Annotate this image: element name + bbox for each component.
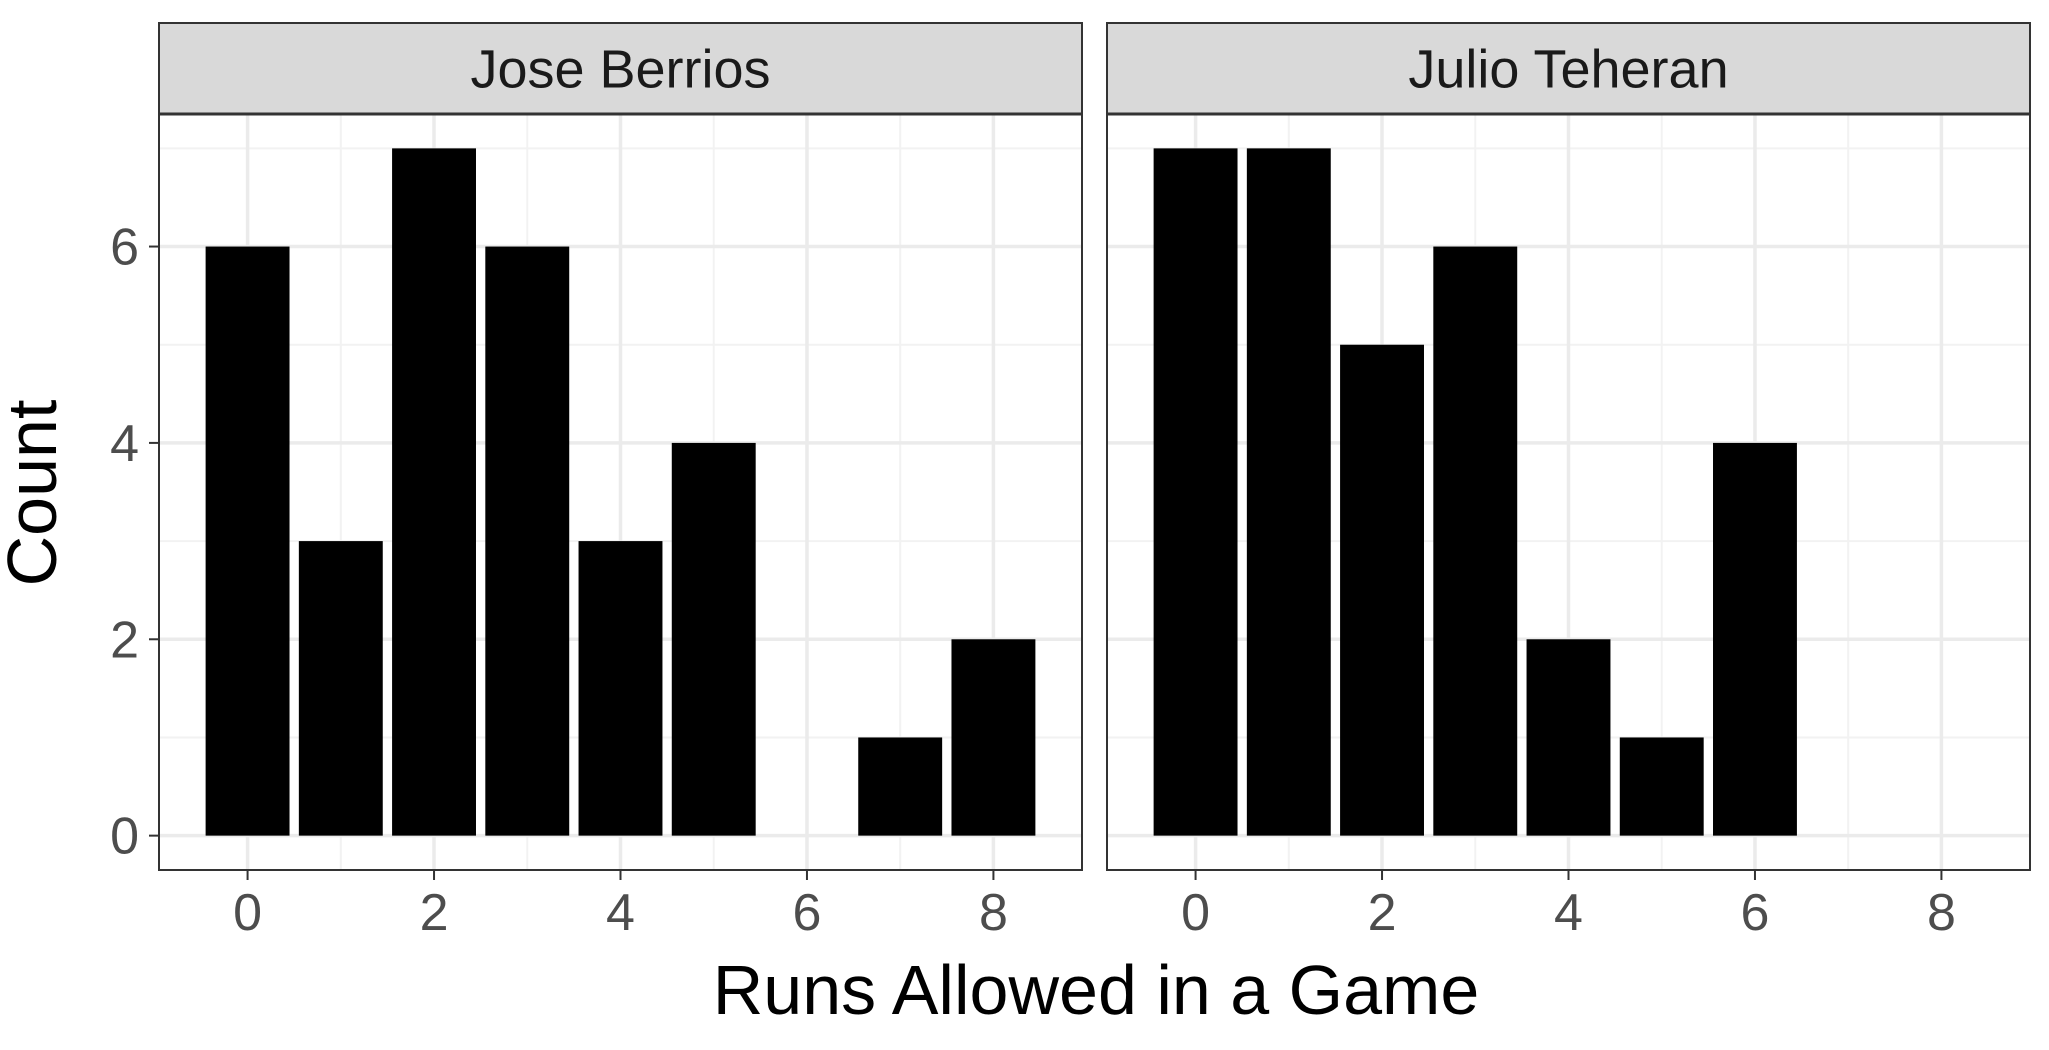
bar: [1433, 246, 1518, 836]
bar: [1153, 148, 1238, 836]
x-tick-label: 2: [420, 884, 449, 942]
x-tick-label: 0: [1181, 884, 1210, 942]
y-tick-label: 2: [110, 611, 139, 669]
facet-strip: [1106, 22, 2031, 115]
facet-panel: Jose Berrios 0 2 4 6 8 0 2 4 6: [110, 22, 1083, 942]
x-tick-label: 0: [233, 884, 262, 942]
bar: [1713, 442, 1797, 836]
x-tick-label: 4: [1554, 884, 1583, 942]
x-tick-label: 6: [793, 884, 822, 942]
y-tick-label: 6: [110, 219, 139, 277]
bar: [858, 737, 943, 836]
bar: [671, 442, 756, 836]
bar: [392, 148, 476, 836]
x-tick-label: 6: [1741, 884, 1770, 942]
bar: [1619, 737, 1704, 836]
bar: [1340, 344, 1424, 836]
y-tick-label: 4: [110, 415, 139, 473]
x-tick-label: 4: [606, 884, 635, 942]
facet-strip-label: Julio Teheran: [1408, 40, 1728, 100]
bar: [205, 246, 290, 836]
y-tick-label: 0: [110, 808, 139, 866]
bar: [578, 541, 663, 836]
bar: [298, 541, 383, 836]
bar: [951, 639, 1036, 836]
facet-panel: Julio Teheran 0 2 4 6 8: [1106, 22, 2031, 942]
facet-strip: [158, 22, 1083, 115]
x-tick-label: 8: [979, 884, 1008, 942]
bar: [1526, 639, 1611, 836]
y-axis-title: Count: [0, 400, 71, 587]
bar: [1246, 148, 1331, 836]
x-tick-label: 2: [1368, 884, 1397, 942]
facet-strip-label: Jose Berrios: [470, 40, 770, 100]
x-axis-title: Runs Allowed in a Game: [713, 951, 1480, 1029]
x-tick-label: 8: [1927, 884, 1956, 942]
bar: [485, 246, 570, 836]
